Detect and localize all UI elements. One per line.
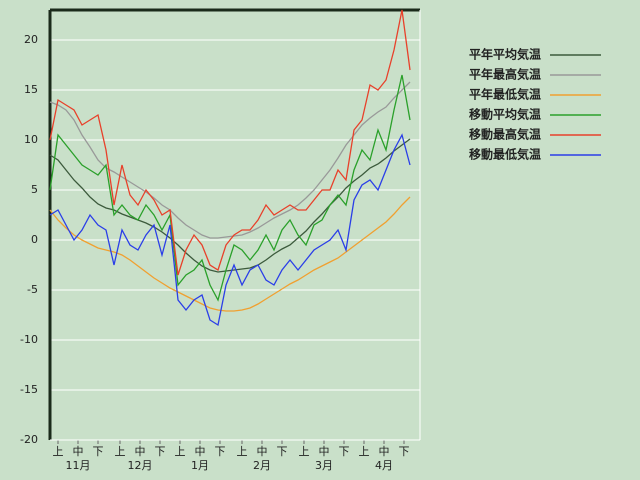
y-tick-label: 10 bbox=[24, 133, 38, 146]
x-tick-label: 中 bbox=[257, 445, 268, 458]
legend-label: 平年平均気温 bbox=[469, 47, 541, 62]
x-tick-label: 下 bbox=[155, 445, 166, 458]
legend-label: 移動最高気温 bbox=[469, 127, 541, 142]
x-tick-label: 下 bbox=[399, 445, 410, 458]
x-tick-label: 中 bbox=[135, 445, 146, 458]
x-tick-label: 上 bbox=[175, 445, 186, 458]
legend-label: 平年最低気温 bbox=[469, 87, 541, 102]
x-tick-label: 下 bbox=[277, 445, 288, 458]
x-tick-label: 上 bbox=[237, 445, 248, 458]
y-tick-label: 0 bbox=[31, 233, 38, 246]
series-line bbox=[49, 196, 411, 312]
x-tick-label: 上 bbox=[359, 445, 370, 458]
x-group-label: 4月 bbox=[375, 459, 393, 472]
series-line bbox=[49, 81, 411, 239]
y-tick-label: 20 bbox=[24, 33, 38, 46]
x-tick-label: 上 bbox=[299, 445, 310, 458]
x-tick-label: 中 bbox=[73, 445, 84, 458]
y-tick-label: -10 bbox=[20, 333, 38, 346]
x-group-label: 1月 bbox=[191, 459, 209, 472]
series-line bbox=[49, 9, 411, 276]
legend-label: 平年最高気温 bbox=[469, 67, 541, 82]
x-tick-label: 中 bbox=[195, 445, 206, 458]
y-tick-label: 15 bbox=[24, 83, 38, 96]
y-tick-label: -20 bbox=[20, 433, 38, 446]
x-tick-label: 上 bbox=[53, 445, 64, 458]
legend-label: 移動最低気温 bbox=[469, 147, 541, 162]
x-group-label: 11月 bbox=[66, 459, 91, 472]
y-tick-label: -15 bbox=[20, 383, 38, 396]
series-line bbox=[49, 138, 411, 273]
series-line bbox=[49, 133, 411, 327]
legend-label: 移動平均気温 bbox=[469, 107, 541, 122]
x-group-label: 2月 bbox=[253, 459, 271, 472]
x-group-label: 3月 bbox=[315, 459, 333, 472]
series-line bbox=[49, 74, 411, 302]
y-tick-label: 5 bbox=[31, 183, 38, 196]
x-tick-label: 下 bbox=[93, 445, 104, 458]
x-tick-label: 下 bbox=[215, 445, 226, 458]
y-tick-label: -5 bbox=[27, 283, 38, 296]
x-tick-label: 中 bbox=[319, 445, 330, 458]
x-tick-label: 下 bbox=[339, 445, 350, 458]
x-group-label: 12月 bbox=[128, 459, 153, 472]
x-tick-label: 上 bbox=[115, 445, 126, 458]
x-tick-label: 中 bbox=[379, 445, 390, 458]
